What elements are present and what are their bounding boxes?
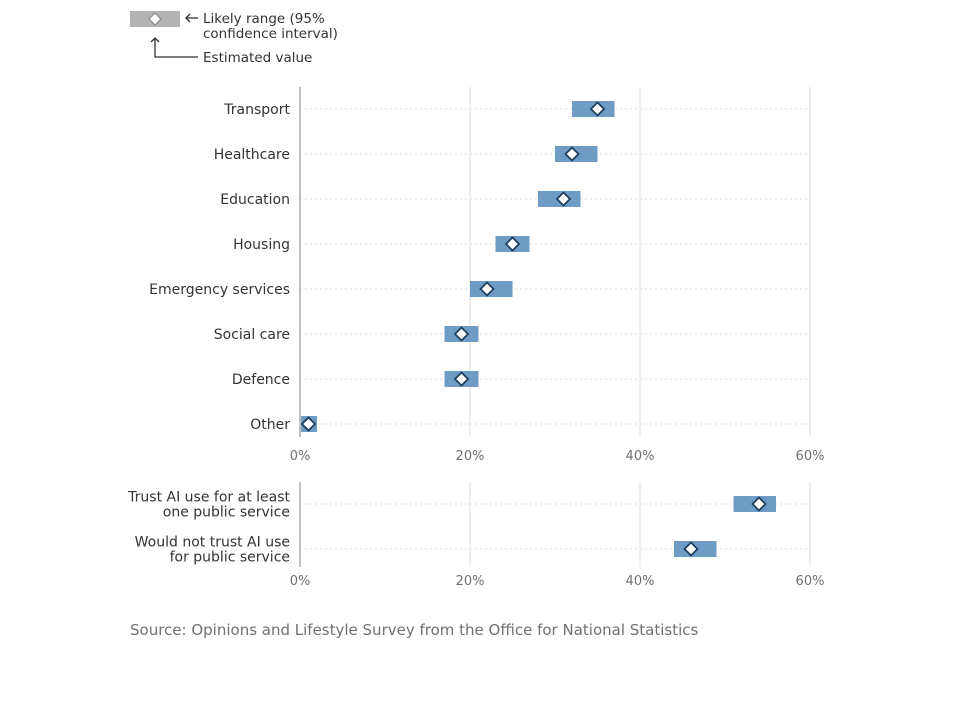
legend-arrow-up xyxy=(150,37,198,58)
category-label-line: Healthcare xyxy=(214,147,290,163)
category-label: Other xyxy=(250,417,290,433)
category-label-line: Other xyxy=(250,417,290,433)
estimate-marker xyxy=(504,236,521,252)
category-label: Education xyxy=(220,192,290,208)
x-tick-label: 0% xyxy=(290,574,311,589)
category-label: Defence xyxy=(232,372,290,388)
category-label: Transport xyxy=(223,102,290,118)
category-label-line: one public service xyxy=(163,505,290,521)
x-tick-label: 0% xyxy=(290,449,311,464)
category-label: Trust AI use for at least one public serv… xyxy=(127,490,290,521)
x-tick-label: 40% xyxy=(626,574,655,589)
category-label-line: Housing xyxy=(233,237,290,253)
x-tick-label: 40% xyxy=(626,449,655,464)
category-label: Healthcare xyxy=(214,147,290,163)
legend-range-label-1: Likely range (95% xyxy=(203,11,325,27)
source-note: Source: Opinions and Lifestyle Survey fr… xyxy=(130,621,699,639)
category-label: Housing xyxy=(233,237,290,253)
x-tick-label: 60% xyxy=(796,449,825,464)
estimate-marker xyxy=(589,101,606,117)
x-tick-label: 20% xyxy=(456,574,485,589)
estimate-marker xyxy=(453,371,470,387)
chart-panel-services: Transport Healthcare Education Housing Emerg… xyxy=(149,87,824,464)
estimate-marker xyxy=(751,496,767,512)
estimate-marker xyxy=(564,146,580,162)
estimate-marker xyxy=(555,191,572,207)
legend: Likely range (95% confidence interval) E… xyxy=(130,11,338,66)
category-label-line: for public service xyxy=(170,550,290,566)
category-label-line: Social care xyxy=(214,327,290,343)
legend-arrow-right xyxy=(185,13,198,23)
category-label-line: Trust AI use for at least xyxy=(127,490,290,506)
x-tick-label: 60% xyxy=(796,574,825,589)
legend-range-label-2: confidence interval) xyxy=(203,26,338,42)
legend-estimate-label: Estimated value xyxy=(203,50,312,66)
category-label-line: Emergency services xyxy=(149,282,290,298)
estimate-marker xyxy=(453,326,470,342)
category-label-line: Transport xyxy=(223,102,290,118)
category-label: Emergency services xyxy=(149,282,290,298)
estimate-marker xyxy=(479,281,495,297)
category-label: Would not trust AI use for public service xyxy=(135,535,290,566)
estimate-marker xyxy=(300,416,317,432)
chart-panel-trust: Trust AI use for at least one public serv… xyxy=(127,482,824,589)
estimate-marker xyxy=(683,541,699,557)
legend-estimate-marker xyxy=(148,12,162,26)
category-label-line: Defence xyxy=(232,372,290,388)
category-label-line: Would not trust AI use xyxy=(135,535,290,551)
category-label-line: Education xyxy=(220,192,290,208)
x-tick-label: 20% xyxy=(456,449,485,464)
category-label: Social care xyxy=(214,327,290,343)
